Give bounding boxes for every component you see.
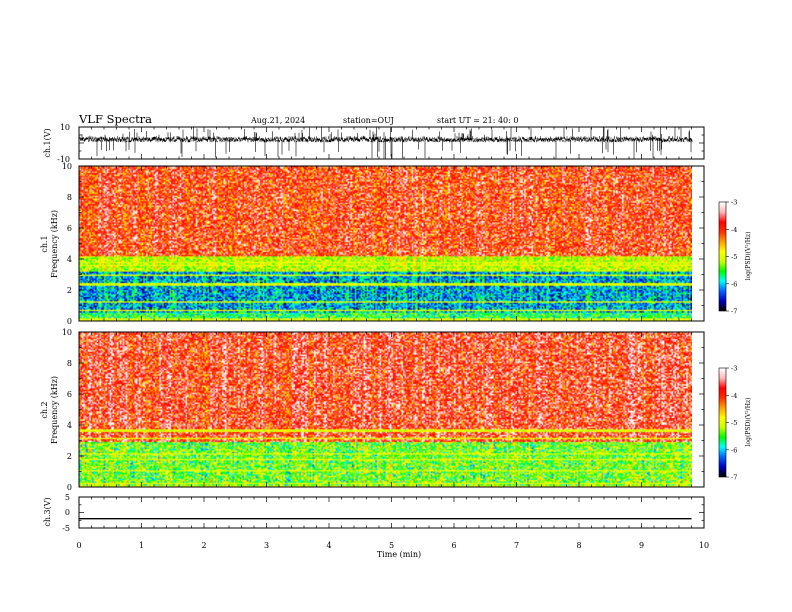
colorbar-tick-label: -4	[731, 392, 737, 400]
ch1-waveform-ytick-top: 10	[60, 123, 70, 132]
x-tick-label: 0	[76, 541, 81, 550]
colorbar-tick-label: -7	[731, 474, 737, 482]
time-axis-label: Time (min)	[377, 550, 421, 559]
ch1-colorbar-ticks: -3 -4 -5 -6 -7	[726, 199, 737, 316]
ch2-colorbar-gradient	[719, 368, 726, 477]
ch1-spectrogram-image	[79, 166, 692, 321]
ch2-spectrogram-panel: 0 2 4 6 8 10 ch.2 Frequency (kHz)	[40, 328, 705, 492]
ch2-colorbar-label: log(PSD)(V²/Hz)	[745, 398, 752, 447]
x-tick-label: 9	[639, 541, 644, 550]
ch2-spectrogram-ylabel-frequency: Frequency (kHz)	[50, 376, 59, 444]
figure-title: VLF Spectra	[78, 112, 152, 126]
y-tick-label: 2	[67, 286, 72, 295]
y-tick-label: 10	[62, 328, 72, 337]
y-tick-label: 0	[67, 483, 72, 492]
ch3-trace-ylabel: ch.3(V)	[43, 497, 52, 526]
x-tick-label: 5	[389, 541, 394, 550]
ch1-waveform-trace	[79, 127, 693, 159]
y-tick-label: 8	[67, 359, 72, 368]
ch1-spectrogram-panel: 0 2 4 6 8 10 ch.1 Frequency (kHz)	[40, 162, 705, 326]
x-tick-label: 8	[576, 541, 581, 550]
colorbar-tick-label: -7	[731, 308, 737, 316]
ch1-waveform-ytick-bottom: -10	[57, 155, 70, 164]
colorbar-tick-label: -6	[731, 280, 737, 288]
x-tick-label: 1	[139, 541, 144, 550]
x-tick-label: 2	[201, 541, 206, 550]
ch1-spectrogram-ytick-labels: 0 2 4 6 8 10	[62, 162, 72, 326]
y-tick-label: 8	[67, 193, 72, 202]
colorbar-tick-label: -5	[731, 419, 737, 427]
y-tick-label: 2	[67, 452, 72, 461]
x-tick-label: 4	[326, 541, 331, 550]
time-axis-tick-labels: 0 1 2 3 4 5 6 7 8 9 10	[76, 541, 709, 550]
x-tick-label: 3	[264, 541, 269, 550]
y-tick-label: 6	[67, 224, 72, 233]
ch1-colorbar-gradient	[719, 202, 726, 311]
y-tick-label: 6	[67, 390, 72, 399]
x-tick-label: 10	[699, 541, 709, 550]
ch1-waveform-ylabel: ch.1(V)	[43, 128, 52, 157]
ch2-colorbar: -3 -4 -5 -6 -7 log(PSD)(V²/Hz)	[718, 365, 752, 482]
ch2-spectrogram-ylabel-channel: ch.2	[40, 401, 49, 418]
ch1-spectrogram-ylabel-channel: ch.1	[40, 235, 49, 252]
ch3-trace-ytick-top: 5	[65, 493, 70, 502]
ch1-colorbar: -3 -4 -5 -6 -7 log(PSD)(V²/Hz)	[718, 199, 752, 316]
ch1-colorbar-label: log(PSD)(V²/Hz)	[745, 232, 752, 281]
ch1-spectrogram-ylabel-frequency: Frequency (kHz)	[50, 210, 59, 278]
date-label: Aug.21, 2024	[250, 116, 305, 125]
ch3-trace-ytick-middle: 0	[65, 508, 70, 517]
y-tick-label: 4	[67, 255, 72, 264]
ch1-waveform-path	[79, 127, 693, 159]
station-label: station=OUJ	[343, 116, 394, 125]
colorbar-tick-label: -6	[731, 446, 737, 454]
y-tick-label: 10	[62, 162, 72, 171]
colorbar-tick-label: -5	[731, 253, 737, 261]
ch3-trace-ytick-bottom: -5	[62, 524, 70, 533]
y-tick-label: 0	[67, 317, 72, 326]
colorbar-tick-label: -3	[731, 365, 737, 373]
y-tick-label: 4	[67, 421, 72, 430]
ch1-waveform-panel: 10 -10 ch.1(V)	[43, 123, 705, 164]
ch2-colorbar-ticks: -3 -4 -5 -6 -7	[726, 365, 737, 482]
x-tick-label: 7	[514, 541, 519, 550]
ch2-spectrogram-image	[79, 332, 692, 487]
start-time-label: start UT = 21: 40: 0	[437, 116, 518, 125]
ch2-spectrogram-ytick-labels: 0 2 4 6 8 10	[62, 328, 72, 492]
colorbar-tick-label: -3	[731, 199, 737, 207]
ch3-trace-panel: 5 0 -5 ch.3(V) 0 1 2 3 4 5 6 7 8 9 10 Time (min)	[43, 493, 709, 559]
colorbar-tick-label: -4	[731, 226, 737, 234]
x-tick-label: 6	[451, 541, 456, 550]
